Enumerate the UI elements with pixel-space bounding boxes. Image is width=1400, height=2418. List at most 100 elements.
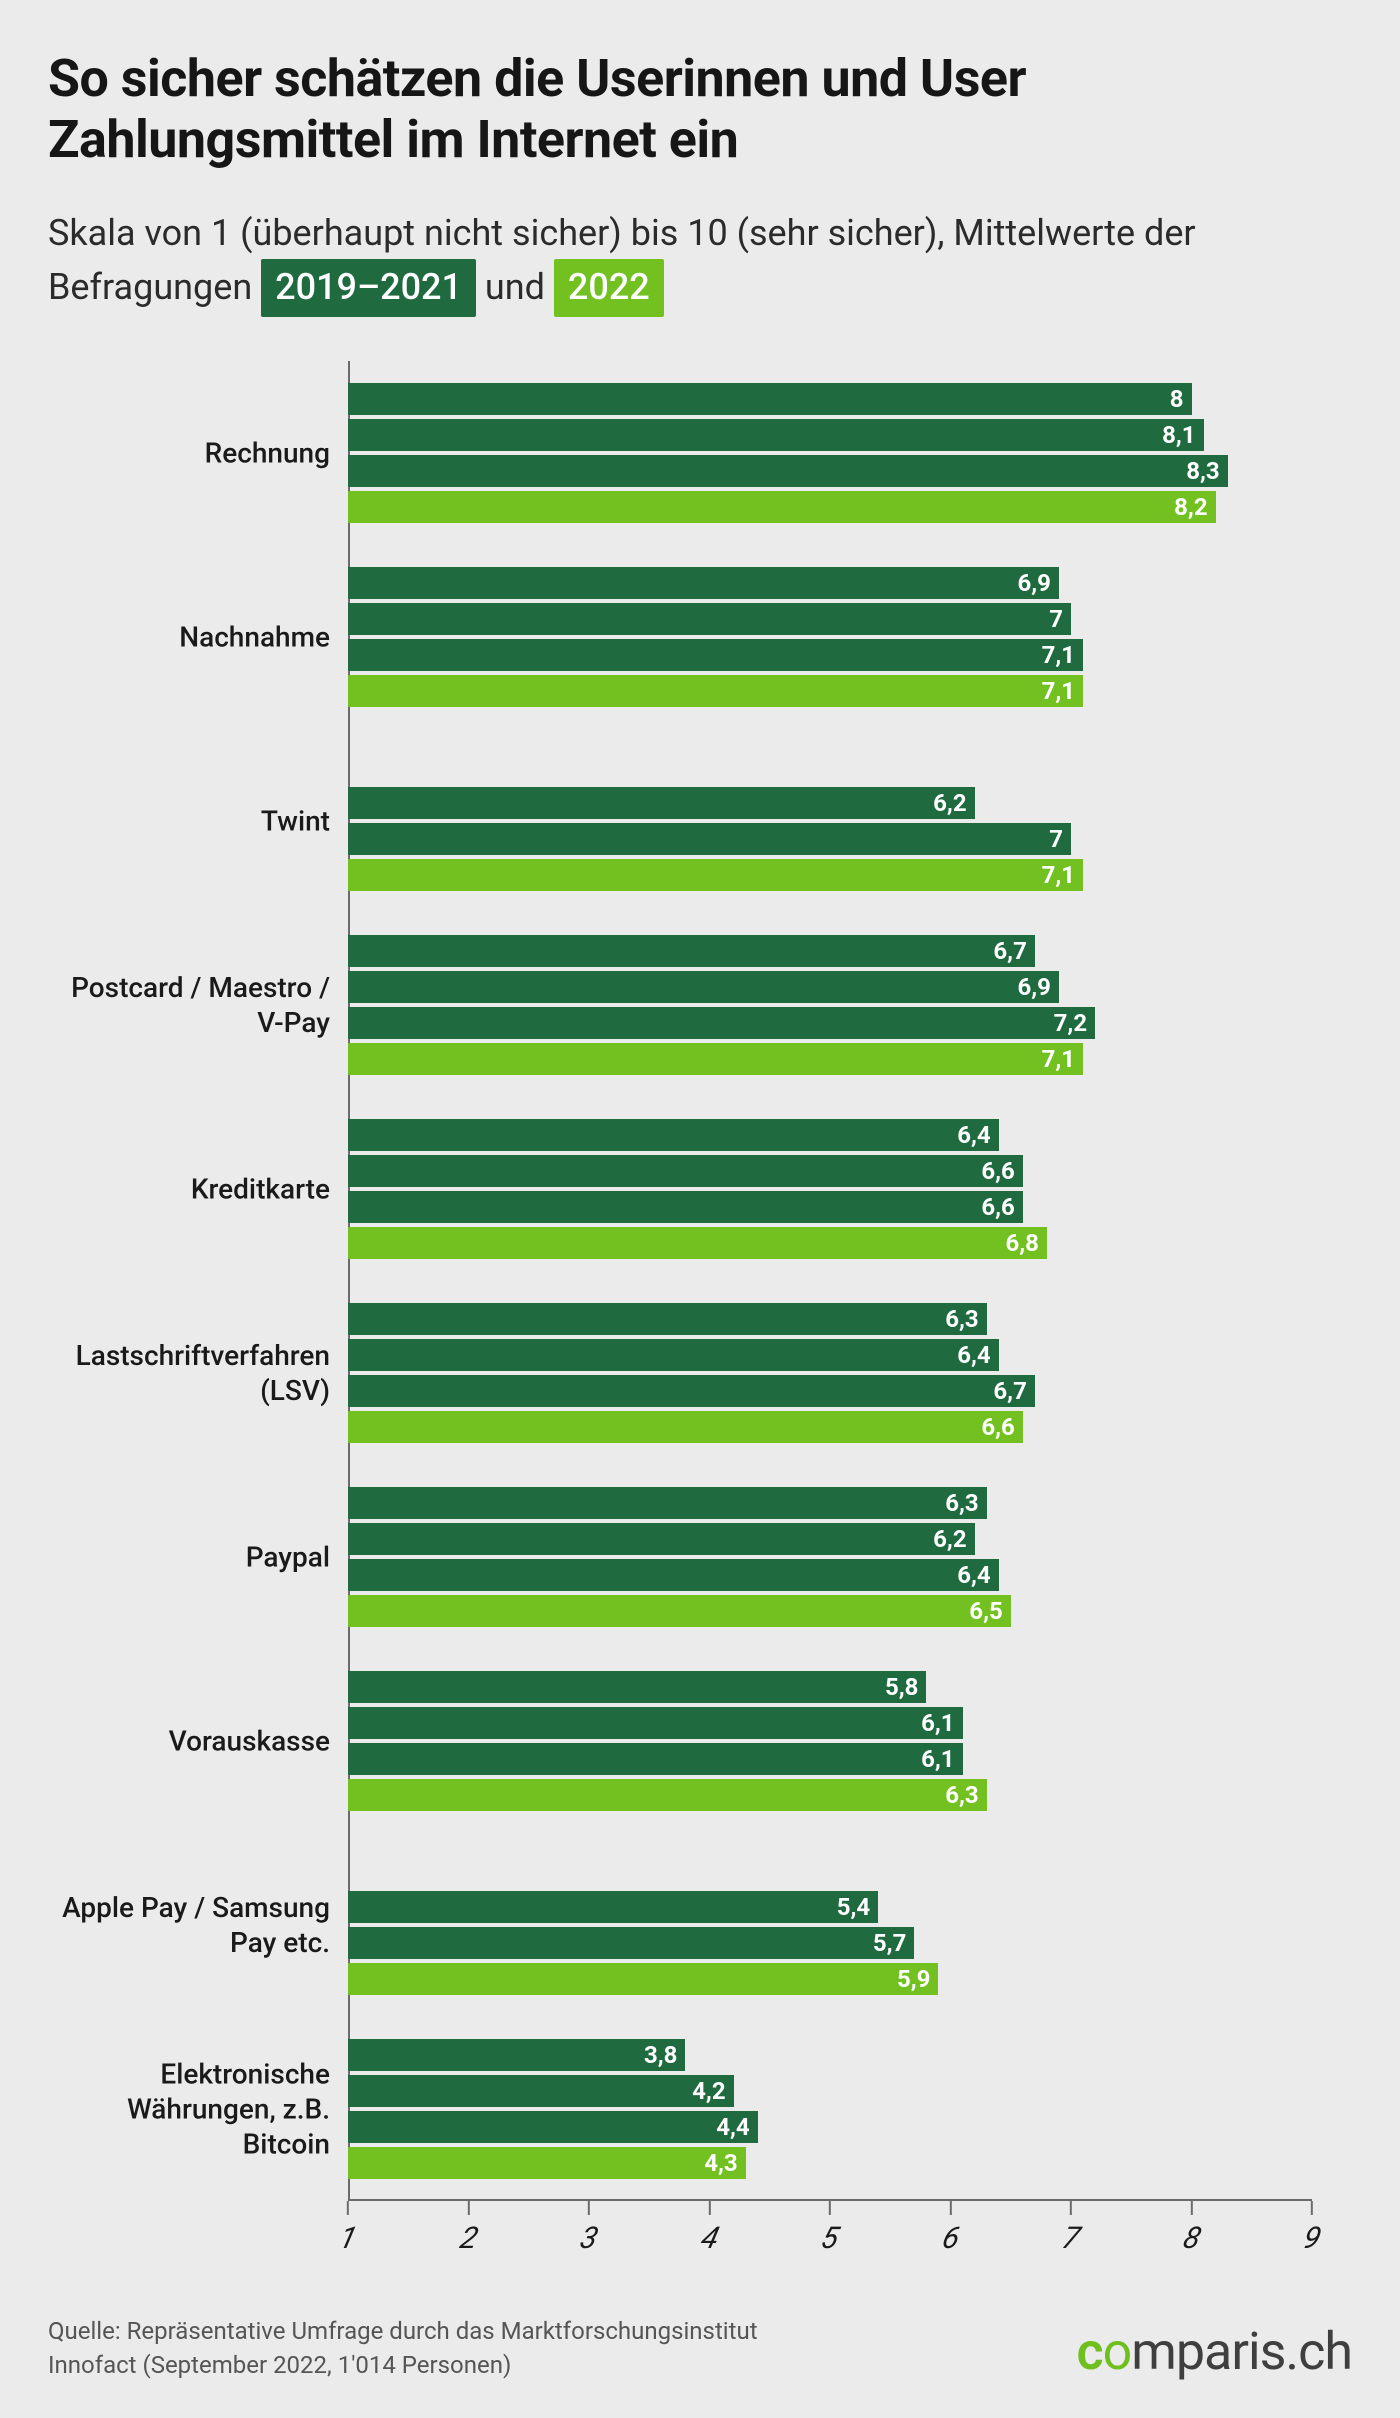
bar-row: 6,6 (348, 1411, 1312, 1443)
x-tick-mark (467, 2201, 469, 2215)
x-tick-mark (1070, 2201, 1072, 2215)
bar: 5,7 (348, 1927, 914, 1959)
bar-value-label: 6,3 (945, 1489, 978, 1517)
x-tick-label: 7 (1058, 2221, 1083, 2256)
bar: 6,6 (348, 1191, 1023, 1223)
bar-value-label: 6,6 (981, 1157, 1014, 1185)
category-label: Elektronische Währungen, z.B. Bitcoin (58, 2057, 348, 2162)
bar: 6,6 (348, 1155, 1023, 1187)
x-tick-label: 1 (335, 2221, 360, 2256)
bar-row (348, 1855, 1312, 1887)
bar-group: Paypal6,36,26,46,5 (348, 1465, 1312, 1649)
bar: 6,7 (348, 1375, 1035, 1407)
x-tick: 2 (460, 2201, 476, 2256)
bar: 4,2 (348, 2075, 734, 2107)
bar: 7,1 (348, 639, 1083, 671)
bar-value-label: 6,1 (921, 1745, 954, 1773)
comparis-logo: comparis.ch (1076, 2321, 1352, 2382)
bar-value-label: 6,2 (933, 1525, 966, 1553)
x-tick: 4 (701, 2201, 717, 2256)
bar-row: 7 (348, 823, 1312, 855)
legend-badge-2022: 2022 (554, 259, 664, 317)
bar-value-label: 8,3 (1186, 457, 1219, 485)
bar-row: 8,2 (348, 491, 1312, 523)
bar-value-label: 6,4 (957, 1121, 990, 1149)
bar: 7,1 (348, 1043, 1083, 1075)
bar-row: 5,8 (348, 1671, 1312, 1703)
bar: 6,5 (348, 1595, 1011, 1627)
bar-group: Nachnahme6,977,17,1 (348, 545, 1312, 729)
x-tick: 5 (822, 2201, 838, 2256)
bar-row: 7 (348, 603, 1312, 635)
bar: 8,1 (348, 419, 1204, 451)
bar-value-label: 3,8 (644, 2041, 677, 2069)
chart-subtitle: Skala von 1 (überhaupt nicht sicher) bis… (48, 207, 1352, 317)
bar: 6,4 (348, 1339, 999, 1371)
bar: 6,3 (348, 1487, 987, 1519)
bar: 6,3 (348, 1303, 987, 1335)
bar-row: 6,5 (348, 1595, 1312, 1627)
bar-row: 6,7 (348, 1375, 1312, 1407)
bar: 6,4 (348, 1119, 999, 1151)
bar: 7,2 (348, 1007, 1095, 1039)
category-label: Postcard / Maestro / V-Pay (58, 970, 348, 1040)
bar-group: Apple Pay / Samsung Pay etc.5,45,75,9 (348, 1833, 1312, 2017)
bar-value-label: 4,3 (704, 2149, 737, 2177)
bar: 6,9 (348, 567, 1059, 599)
bar-chart: Rechnung88,18,38,2Nachnahme6,977,17,1Twi… (348, 361, 1312, 2271)
bar-row: 6,4 (348, 1559, 1312, 1591)
bar-row: 7,1 (348, 1043, 1312, 1075)
x-tick-mark (829, 2201, 831, 2215)
bar-value-label: 7 (1049, 605, 1063, 633)
x-tick-mark (1190, 2201, 1192, 2215)
bar: 7 (348, 823, 1071, 855)
bar-group: Lastschriftverfahren (LSV)6,36,46,76,6 (348, 1281, 1312, 1465)
bar-row: 6,8 (348, 1227, 1312, 1259)
bar-value-label: 6,7 (993, 1377, 1026, 1405)
bar-value-label: 8,2 (1174, 493, 1207, 521)
bar-value-label: 4,2 (692, 2077, 725, 2105)
x-tick: 3 (581, 2201, 597, 2256)
bar-row: 6,4 (348, 1339, 1312, 1371)
bar-value-label: 6,7 (993, 937, 1026, 965)
bar: 7 (348, 603, 1071, 635)
x-tick-label: 3 (576, 2221, 601, 2256)
bar-value-label: 6,6 (981, 1413, 1014, 1441)
bar-row: 4,3 (348, 2147, 1312, 2179)
bar-row: 6,9 (348, 971, 1312, 1003)
bar-row: 4,4 (348, 2111, 1312, 2143)
bar-row: 6,1 (348, 1707, 1312, 1739)
category-label: Vorauskasse (58, 1724, 348, 1759)
x-tick: 1 (340, 2201, 356, 2256)
x-tick-label: 6 (938, 2221, 963, 2256)
bar-group: Elektronische Währungen, z.B. Bitcoin3,8… (348, 2017, 1312, 2201)
bar: 8 (348, 383, 1192, 415)
bar-row: 6,3 (348, 1487, 1312, 1519)
bar: 5,4 (348, 1891, 878, 1923)
bar: 4,4 (348, 2111, 758, 2143)
bar-value-label: 8,1 (1162, 421, 1195, 449)
category-label: Rechnung (58, 436, 348, 471)
x-tick: 6 (942, 2201, 958, 2256)
bar-row: 5,4 (348, 1891, 1312, 1923)
x-tick-label: 2 (456, 2221, 481, 2256)
bar: 8,3 (348, 455, 1228, 487)
bar-value-label: 7,1 (1042, 861, 1075, 889)
bar: 6,6 (348, 1411, 1023, 1443)
bar: 7,1 (348, 859, 1083, 891)
bar-row: 4,2 (348, 2075, 1312, 2107)
x-tick: 8 (1183, 2201, 1199, 2256)
bar-value-label: 5,9 (897, 1965, 930, 1993)
bar-group: Postcard / Maestro / V-Pay6,76,97,27,1 (348, 913, 1312, 1097)
bar: 7,1 (348, 675, 1083, 707)
x-tick: 9 (1304, 2201, 1320, 2256)
source-text: Quelle: Repräsentative Umfrage durch das… (48, 2315, 848, 2382)
bar-value-label: 7,1 (1042, 677, 1075, 705)
bar-row: 7,2 (348, 1007, 1312, 1039)
bar-row: 8 (348, 383, 1312, 415)
bar-value-label: 6,5 (969, 1597, 1002, 1625)
bar-row: 7,1 (348, 675, 1312, 707)
bar-row: 7,1 (348, 639, 1312, 671)
bar-row: 6,2 (348, 787, 1312, 819)
category-label: Apple Pay / Samsung Pay etc. (58, 1890, 348, 1960)
